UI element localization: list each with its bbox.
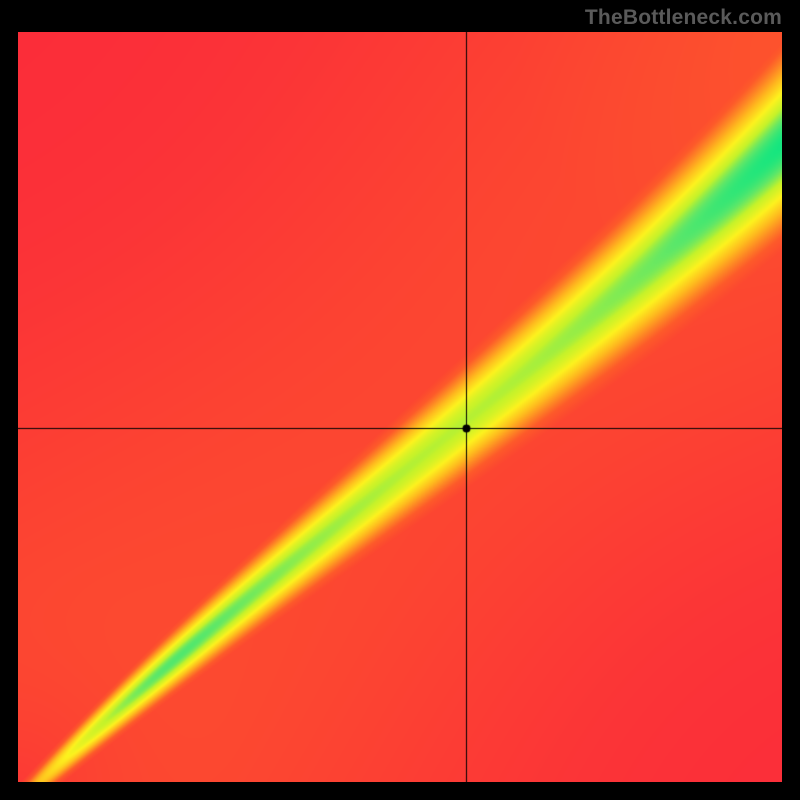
watermark-text: TheBottleneck.com bbox=[585, 6, 782, 30]
bottleneck-heatmap bbox=[18, 32, 782, 782]
chart-frame: { "source_watermark": { "text": "TheBott… bbox=[0, 0, 800, 800]
